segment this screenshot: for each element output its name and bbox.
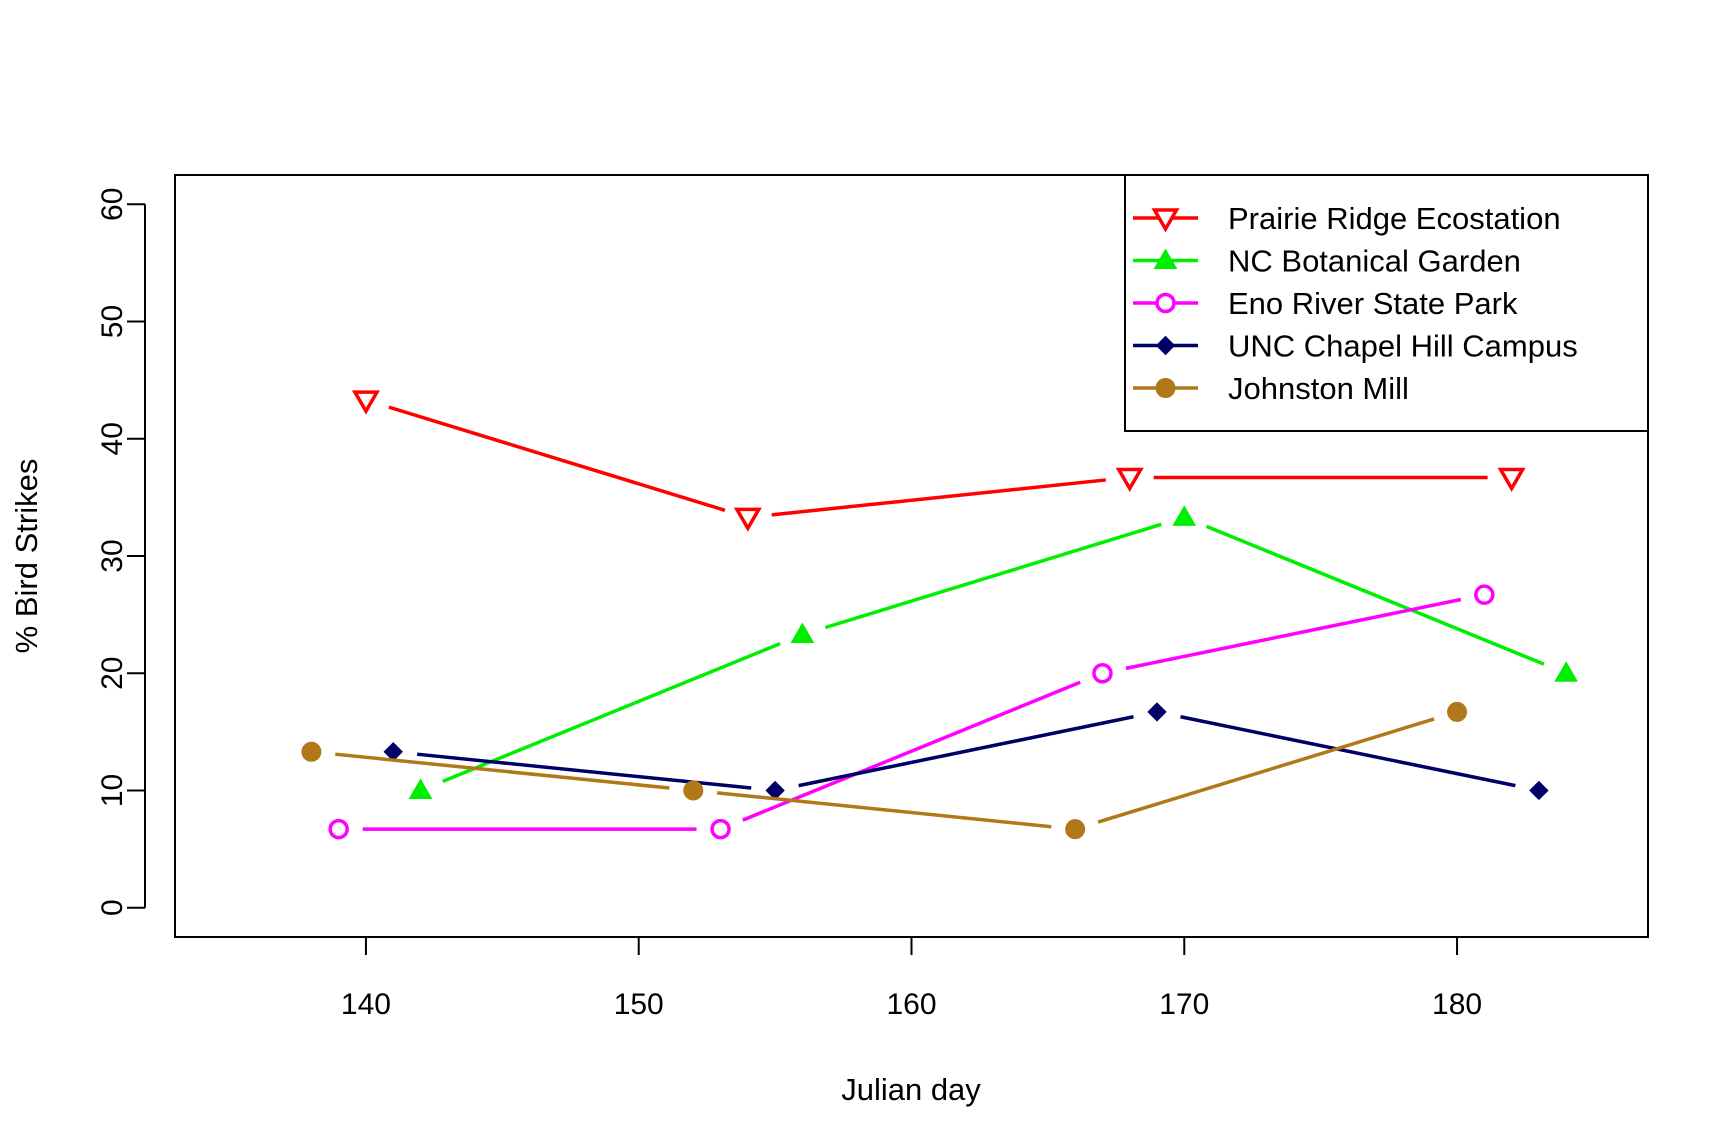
data-point [1092, 662, 1113, 684]
series-4 [383, 702, 1549, 801]
series-line-segment [1205, 524, 1545, 666]
series-2 [408, 505, 1579, 799]
legend: Prairie Ridge Ecostation NC Botanical Gar… [1124, 174, 1649, 432]
series-line-segment [798, 715, 1134, 788]
y-tick-label: 10 [96, 774, 129, 807]
data-point [1529, 780, 1549, 801]
x-tick-label: 160 [886, 988, 936, 1021]
x-axis: 140 150 160 170 180 [341, 936, 1482, 1021]
legend-box [1124, 174, 1649, 432]
legend-marker [1155, 292, 1176, 314]
x-tick-label: 150 [614, 988, 664, 1021]
data-point [1554, 661, 1579, 682]
y-tick-label: 50 [96, 305, 129, 338]
legend-marker [1153, 248, 1178, 269]
series-line-segment [442, 641, 781, 784]
x-tick-label: 180 [1432, 988, 1482, 1021]
data-point [351, 390, 380, 415]
y-axis: 0 10 20 30 40 50 60 [96, 188, 146, 916]
series-line-segment [1180, 715, 1516, 788]
series-line-segment [771, 478, 1107, 517]
legend-label: UNC Chapel Hill Campus [1228, 329, 1578, 364]
data-point [1497, 467, 1526, 492]
x-tick-label: 170 [1159, 988, 1209, 1021]
data-point [408, 778, 433, 799]
data-point [1065, 819, 1086, 840]
series-line-segment [716, 791, 1052, 829]
data-point [1474, 584, 1495, 605]
data-point [328, 818, 349, 840]
series-layer [301, 390, 1579, 840]
y-axis-title: % Bird Strikes [9, 459, 44, 654]
data-point [683, 780, 704, 801]
legend-item-2: NC Botanical Garden [1133, 244, 1521, 279]
y-tick-label: 40 [96, 422, 129, 455]
series-line-segment [1125, 597, 1462, 671]
series-5 [301, 701, 1468, 840]
legend-label: Prairie Ridge Ecostation [1228, 201, 1561, 236]
legend-item-3: Eno River State Park [1133, 286, 1518, 321]
data-point [710, 818, 731, 840]
data-point [733, 507, 762, 532]
legend-label: NC Botanical Garden [1228, 244, 1521, 279]
x-tick-label: 140 [341, 988, 391, 1021]
series-line-segment [388, 405, 726, 512]
series-3 [328, 584, 1495, 840]
data-point [1172, 505, 1197, 526]
legend-label: Johnston Mill [1228, 371, 1409, 406]
series-1 [351, 390, 1526, 532]
legend-marker [1151, 208, 1180, 233]
data-point [1447, 701, 1468, 722]
data-point [790, 622, 815, 644]
series-line-segment [335, 752, 670, 790]
legend-item-5: Johnston Mill [1133, 371, 1409, 406]
series-line-segment [742, 680, 1081, 822]
y-tick-label: 20 [96, 657, 129, 690]
y-tick-label: 30 [96, 539, 129, 572]
series-line-segment [824, 522, 1162, 630]
y-tick-label: 0 [96, 899, 129, 916]
legend-marker [1155, 335, 1176, 356]
legend-label: Eno River State Park [1228, 286, 1518, 321]
legend-marker [1155, 378, 1176, 398]
data-point [1147, 702, 1167, 722]
series-line-segment [1097, 717, 1435, 824]
legend-item-1: Prairie Ridge Ecostation [1133, 201, 1561, 236]
legend-item-4: UNC Chapel Hill Campus [1133, 329, 1578, 364]
data-point [301, 741, 322, 762]
y-tick-label: 60 [96, 188, 129, 221]
x-axis-title: Julian day [841, 1072, 981, 1107]
data-point [1115, 467, 1144, 492]
